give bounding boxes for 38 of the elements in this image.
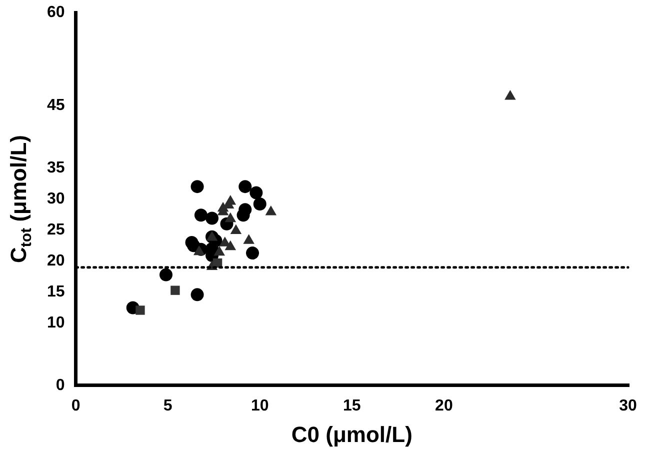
x-axis-title: C0 (μmol/L) xyxy=(291,422,412,447)
point xyxy=(236,208,250,222)
point xyxy=(224,240,236,250)
point xyxy=(504,90,516,100)
y-tick-label: 25 xyxy=(47,221,65,238)
point xyxy=(170,286,180,295)
y-tick-label: 15 xyxy=(47,284,65,301)
y-tick-label: 60 xyxy=(47,4,65,22)
y-tick-label: 0 xyxy=(56,376,65,394)
point xyxy=(194,208,208,222)
point xyxy=(238,180,252,194)
y-tick-label: 35 xyxy=(47,159,65,176)
point xyxy=(230,224,242,234)
point xyxy=(190,288,204,302)
point xyxy=(159,268,172,282)
y-axis-title: Ctot (μmol/L) xyxy=(6,135,36,263)
point xyxy=(250,186,263,200)
point xyxy=(243,234,254,244)
y-tick-label: 20 xyxy=(47,252,65,270)
point xyxy=(206,231,218,241)
point xyxy=(193,245,205,256)
x-tick-label: 30 xyxy=(619,397,637,414)
point xyxy=(214,246,225,256)
x-tick-label: 0 xyxy=(71,397,80,414)
y-tick-label: 30 xyxy=(47,190,65,208)
y-tick-label: 10 xyxy=(47,314,65,332)
point xyxy=(265,206,277,216)
x-tick-label: 20 xyxy=(435,397,453,414)
point xyxy=(253,197,266,210)
x-tick-label: 10 xyxy=(250,397,269,414)
point xyxy=(136,306,145,315)
y-tick-label: 45 xyxy=(47,97,65,114)
x-tick-label: 5 xyxy=(163,397,172,414)
point xyxy=(224,212,236,222)
point xyxy=(246,246,259,260)
point xyxy=(190,180,204,194)
x-tick-label: 15 xyxy=(343,397,361,414)
point xyxy=(206,212,219,225)
